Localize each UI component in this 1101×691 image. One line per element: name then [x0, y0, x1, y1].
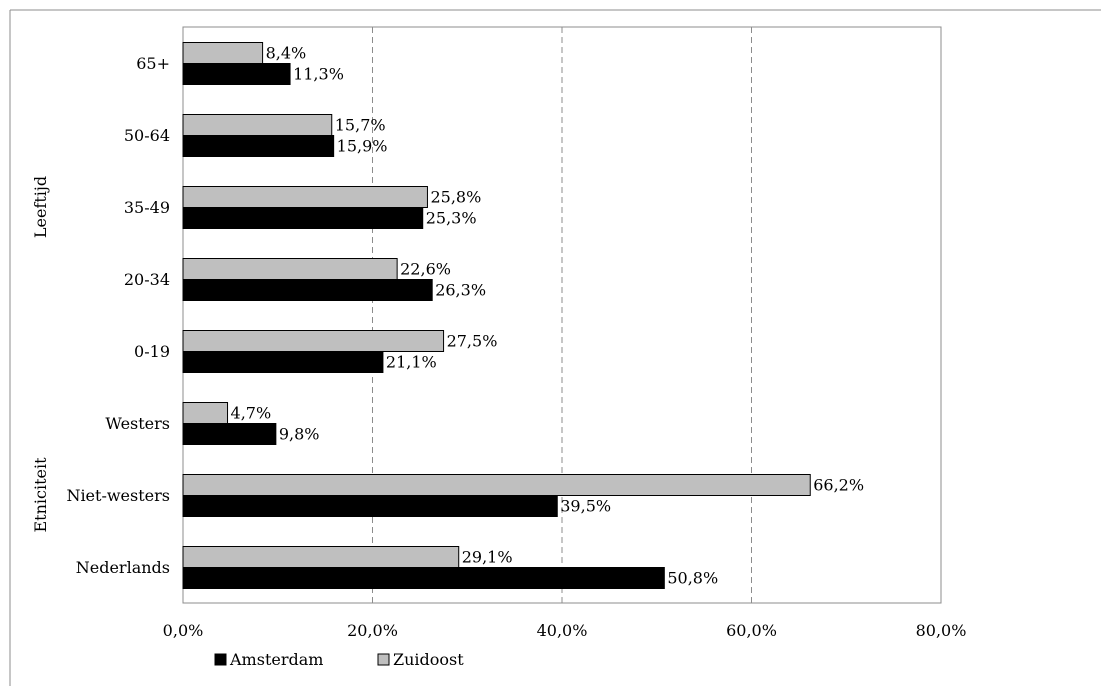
category-groups: Leeftijd Etniciteit [31, 176, 50, 533]
group-label: Etniciteit [31, 457, 50, 533]
bar-amsterdam [182, 135, 335, 157]
x-tick-label: 40,0% [537, 621, 588, 640]
y-tick-label: 0-19 [134, 342, 170, 361]
data-label-zuidoost: 27,5% [447, 332, 498, 351]
bar-amsterdam [182, 207, 424, 229]
data-label-amsterdam: 21,1% [386, 353, 437, 372]
bar-zuidoost [182, 114, 333, 136]
legend: Amsterdam Zuidoost [214, 650, 464, 669]
x-axis: 0,0% 20,0% 40,0% 60,0% 80,0% [163, 621, 967, 640]
bar-amsterdam [182, 63, 291, 85]
bar-zuidoost [182, 546, 460, 568]
bar-amsterdam [182, 279, 433, 301]
bars [182, 42, 811, 589]
data-label-amsterdam: 11,3% [293, 65, 344, 84]
bar-zuidoost [182, 402, 229, 424]
data-label-zuidoost: 29,1% [462, 548, 513, 567]
data-label-zuidoost: 25,8% [430, 188, 481, 207]
x-tick-label: 0,0% [163, 621, 204, 640]
y-tick-label: Nederlands [76, 558, 170, 577]
bar-zuidoost [182, 42, 264, 64]
y-tick-label: Niet-westers [66, 486, 170, 505]
bar-amsterdam [182, 495, 558, 517]
x-tick-label: 20,0% [347, 621, 398, 640]
bar-zuidoost [182, 474, 811, 496]
y-axis: 65+ 50-64 35-49 20-34 0-19 Westers Niet-wester… [66, 54, 170, 577]
data-labels: 8,4% 11,3% 15,7% 15,9% 25,8% 25,3% 22,6% 26,3% 2… [231, 44, 865, 588]
bar-zuidoost [182, 186, 428, 208]
y-tick-label: 50-64 [124, 126, 170, 145]
data-label-amsterdam: 15,9% [337, 137, 388, 156]
legend-label: Zuidoost [393, 650, 464, 669]
bar-amsterdam [182, 423, 277, 445]
bar-amsterdam [182, 567, 665, 589]
data-label-amsterdam: 25,3% [426, 209, 477, 228]
data-label-zuidoost: 4,7% [231, 404, 272, 423]
bar-amsterdam [182, 351, 384, 373]
legend-label: Amsterdam [229, 650, 323, 669]
y-tick-label: 65+ [136, 54, 170, 73]
bar-zuidoost [182, 330, 445, 352]
data-label-amsterdam: 39,5% [560, 497, 611, 516]
data-label-amsterdam: 9,8% [279, 425, 320, 444]
bar-zuidoost [182, 258, 398, 280]
group-label: Leeftijd [31, 176, 50, 238]
data-label-amsterdam: 26,3% [435, 281, 486, 300]
y-tick-label: 35-49 [124, 198, 170, 217]
legend-swatch [214, 653, 227, 666]
x-tick-label: 60,0% [726, 621, 777, 640]
x-tick-label: 80,0% [916, 621, 967, 640]
data-label-zuidoost: 66,2% [813, 476, 864, 495]
data-label-zuidoost: 8,4% [266, 44, 307, 63]
data-label-amsterdam: 50,8% [667, 569, 718, 588]
y-tick-label: 20-34 [124, 270, 170, 289]
data-label-zuidoost: 15,7% [335, 116, 386, 135]
legend-swatch [377, 653, 390, 666]
y-tick-label: Westers [105, 414, 170, 433]
data-label-zuidoost: 22,6% [400, 260, 451, 279]
